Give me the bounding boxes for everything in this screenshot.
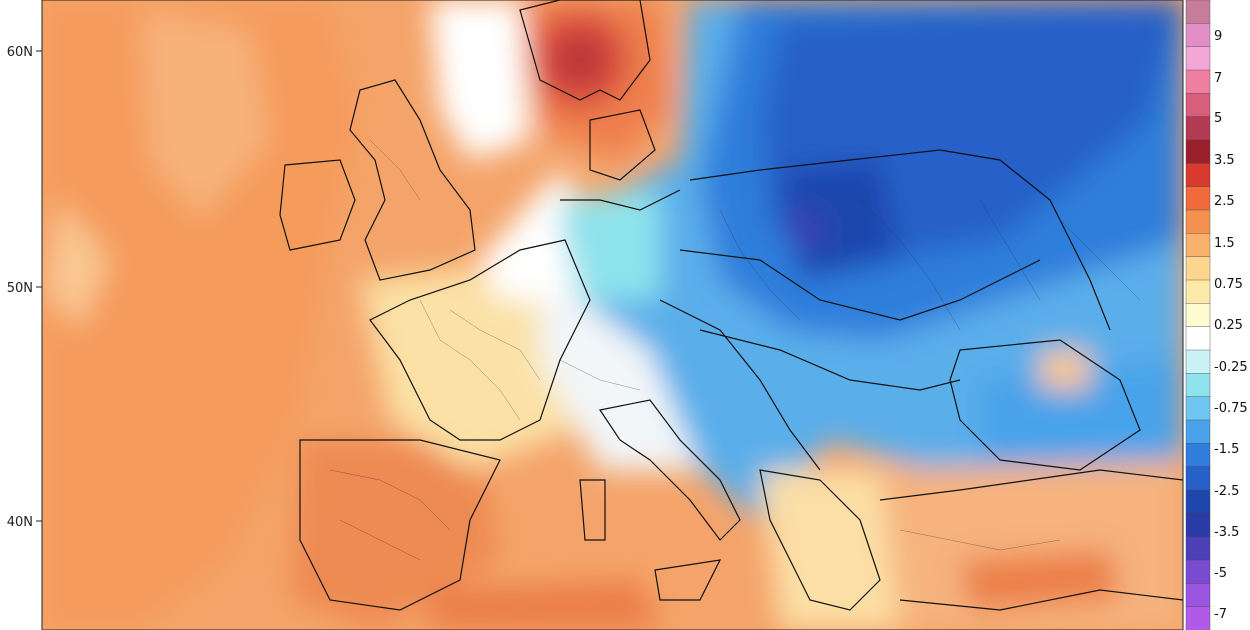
colorbar-label: 0.75	[1214, 277, 1243, 292]
colorbar-swatch	[1185, 349, 1211, 374]
colorbar-swatch	[1185, 279, 1211, 304]
colorbar-swatch	[1185, 163, 1211, 188]
colorbar-swatches	[1185, 0, 1211, 630]
atlantic-pale-patch	[45, 200, 110, 330]
colorbar-label: -5	[1214, 566, 1227, 581]
latitude-axis: 60N 50N 40N	[7, 45, 42, 530]
colorbar-label: -3.5	[1214, 525, 1239, 540]
north-sea-neutral-region	[430, 0, 530, 160]
lat-label-40n: 40N	[7, 515, 33, 530]
colorbar-swatch	[1185, 233, 1211, 258]
colorbar-label: -2.5	[1214, 484, 1239, 499]
lat-label-60n: 60N	[7, 45, 33, 60]
germany-cool-fringe	[560, 190, 660, 300]
colorbar-swatch	[1185, 489, 1211, 514]
colorbar-swatch	[1185, 466, 1211, 491]
colorbar-label: 0.25	[1214, 318, 1243, 333]
colorbar-swatch	[1185, 443, 1211, 468]
colorbar-swatch	[1185, 396, 1211, 421]
colorbar-swatch	[1185, 583, 1211, 608]
colorbar-swatch	[1185, 373, 1211, 398]
colorbar-swatch	[1185, 0, 1211, 24]
colorbar-swatch	[1185, 23, 1211, 48]
colorbar-label: -0.25	[1214, 360, 1248, 375]
crimea-warm-patch	[1040, 350, 1090, 390]
colorbar: 9 7 5 3.5 2.5 1.5 0.75 0.25 -0.25 -0.75 …	[1185, 0, 1248, 630]
colorbar-swatch	[1185, 606, 1211, 630]
colorbar-swatch	[1185, 303, 1211, 328]
colorbar-swatch	[1185, 536, 1211, 561]
colorbar-label: 9	[1214, 29, 1222, 44]
colorbar-swatch	[1185, 93, 1211, 118]
colorbar-swatch	[1185, 326, 1211, 351]
colorbar-label: 1.5	[1214, 236, 1235, 251]
north-africa-warm-region	[430, 580, 660, 630]
colorbar-swatch	[1185, 209, 1211, 234]
colorbar-label: -0.75	[1214, 401, 1248, 416]
colorbar-swatch	[1185, 513, 1211, 538]
colorbar-swatch	[1185, 559, 1211, 584]
atlantic-warm-region	[42, 0, 360, 630]
colorbar-swatch	[1185, 46, 1211, 71]
colorbar-swatch	[1185, 186, 1211, 211]
lat-label-50n: 50N	[7, 281, 33, 296]
colorbar-swatch	[1185, 139, 1211, 164]
colorbar-label: 7	[1214, 71, 1222, 86]
colorbar-labels: 9 7 5 3.5 2.5 1.5 0.75 0.25 -0.25 -0.75 …	[1214, 29, 1248, 622]
colorbar-label: 5	[1214, 111, 1222, 126]
coastlines	[279, 0, 1183, 611]
admin-borders	[329, 139, 1141, 561]
anomaly-field	[42, 0, 1183, 630]
colorbar-label: -1.5	[1214, 442, 1239, 457]
colorbar-label: 2.5	[1214, 194, 1235, 209]
poland-cold-core	[780, 160, 900, 280]
colorbar-swatch	[1185, 116, 1211, 141]
colorbar-label: 3.5	[1214, 153, 1235, 168]
colorbar-swatch	[1185, 69, 1211, 94]
map-border	[41, 0, 1184, 630]
iberia-warm-region	[290, 440, 500, 630]
colorbar-swatch	[1185, 419, 1211, 444]
atlantic-lighter-patch	[140, 10, 270, 220]
anatolia-warmer-patch	[960, 550, 1120, 610]
colorbar-swatch	[1185, 256, 1211, 281]
balkans-pale-region	[760, 470, 900, 630]
colorbar-label: -7	[1214, 607, 1227, 622]
